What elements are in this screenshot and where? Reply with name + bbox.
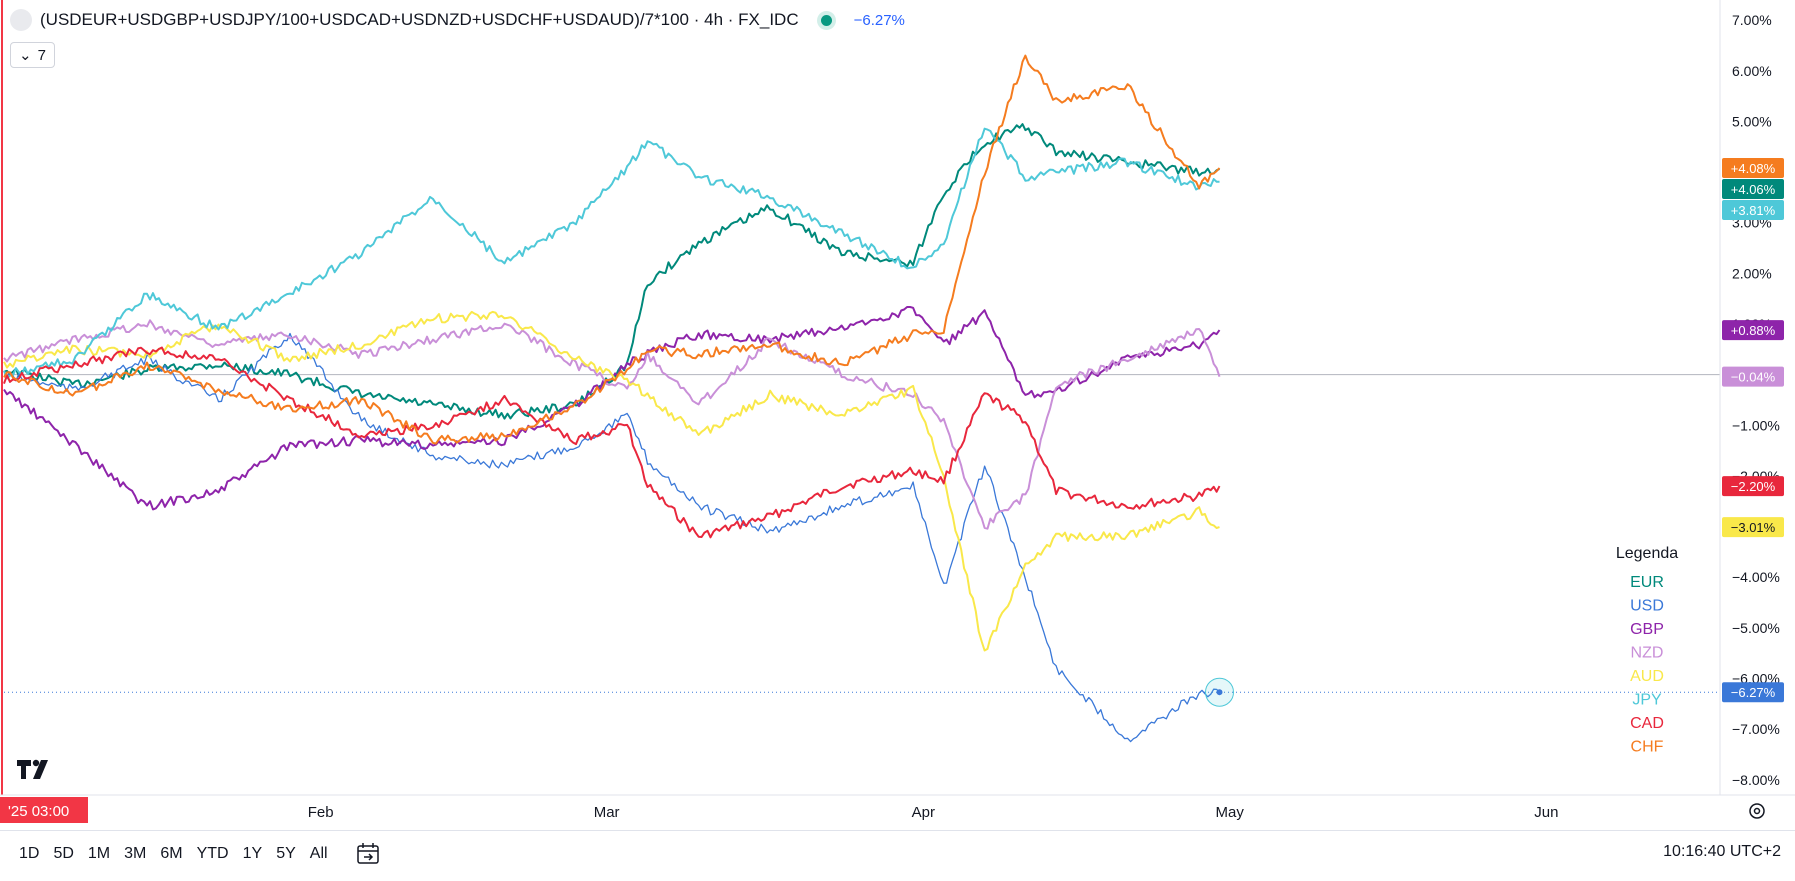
legend-item-cad[interactable]: CAD (1630, 715, 1664, 732)
go-to-date-button[interactable] (355, 841, 383, 867)
badge-bg (1722, 366, 1784, 387)
range-5y-button[interactable]: 5Y (276, 845, 296, 862)
last-point-marker (1216, 689, 1223, 696)
price-axis[interactable]: 7.00%6.00%5.00%4.00%3.00%2.00%1.00%−1.00… (1719, 0, 1784, 795)
indicators-toggle-button[interactable]: ⌄ 7 (10, 42, 55, 68)
range-3m-button[interactable]: 3M (124, 845, 147, 862)
badge-text: +3.81% (1731, 203, 1776, 218)
last-value-badge-chf: +4.08% (1722, 158, 1784, 179)
time-axis[interactable]: Feb Mar Apr May Jun '25 03:00 (0, 794, 1795, 823)
series-line-chf[interactable] (3, 54, 1221, 445)
series-lines (1, 0, 1720, 795)
y-tick-label: −1.00% (1732, 417, 1780, 433)
badge-text: +4.08% (1731, 161, 1776, 176)
badge-text: −6.27% (1731, 685, 1776, 700)
series-line-eur[interactable] (3, 123, 1220, 420)
indicator-count: 7 (37, 46, 46, 64)
badge-bg (1722, 200, 1784, 221)
badge-text: −3.01% (1731, 520, 1776, 535)
y-tick-label: −4.00% (1732, 569, 1780, 585)
badge-bg (1722, 476, 1784, 497)
last-value-badge-nzd: −0.04% (1722, 366, 1784, 387)
x-tick-label: May (1216, 804, 1245, 821)
badge-text: −0.04% (1731, 370, 1776, 385)
x-tick-label: Jun (1534, 804, 1558, 821)
chevron-down-icon: ⌄ (19, 47, 32, 64)
last-value-badge-gbp: +0.88% (1722, 320, 1784, 341)
y-tick-label: −8.00% (1732, 772, 1780, 788)
badge-bg (1722, 158, 1784, 179)
x-tick-label: Mar (594, 804, 620, 821)
x-tick-label: Feb (308, 804, 334, 821)
gear-icon[interactable] (1746, 800, 1768, 822)
badge-bg (1722, 517, 1784, 538)
badge-text: +0.88% (1731, 323, 1776, 338)
clock: 10:16:40 UTC+2 (1663, 843, 1781, 860)
legend-title: Legenda (1616, 545, 1678, 562)
chart-header: (USDEUR+USDGBP+USDJPY/100+USDCAD+USDNZD+… (10, 8, 905, 32)
range-all-button[interactable]: All (309, 845, 328, 862)
series-line-nzd[interactable] (3, 319, 1221, 530)
legend-item-aud[interactable]: AUD (1630, 668, 1664, 685)
legend: Legenda EUR USD GBP NZD AUD JPY CAD CHF (1616, 545, 1678, 756)
series-line-gbp[interactable] (3, 306, 1221, 511)
legend-item-gbp[interactable]: GBP (1630, 621, 1664, 638)
last-value-badge-aud: −3.01% (1722, 517, 1784, 538)
badge-bg (1722, 179, 1784, 200)
crosshair-date-bg (0, 797, 88, 823)
last-value-badge-eur: +4.06% (1722, 179, 1784, 200)
y-tick-label: 5.00% (1732, 113, 1772, 129)
badge-text: +4.06% (1731, 182, 1776, 197)
legend-item-jpy[interactable]: JPY (1632, 692, 1662, 709)
series-line-cad[interactable] (3, 346, 1221, 539)
market-status-icon (820, 14, 832, 26)
series-line-aud[interactable] (3, 310, 1220, 652)
y-tick-label: −5.00% (1732, 620, 1780, 636)
symbol-title[interactable]: (USDEUR+USDGBP+USDJPY/100+USDCAD+USDNZD+… (40, 10, 799, 29)
crosshair-date-text: '25 03:00 (8, 803, 69, 820)
range-6m-button[interactable]: 6M (160, 845, 183, 862)
legend-item-nzd[interactable]: NZD (1631, 645, 1664, 662)
last-value-badge-cad: −2.20% (1722, 476, 1784, 497)
y-tick-label: 7.00% (1732, 12, 1772, 28)
legend-item-chf[interactable]: CHF (1631, 739, 1664, 756)
range-5d-button[interactable]: 5D (53, 845, 74, 862)
range-ytd-button[interactable]: YTD (196, 845, 229, 862)
x-tick-label: Apr (912, 804, 935, 821)
crosshair-date-label: '25 03:00 (0, 797, 88, 823)
calendar-goto-icon (356, 843, 379, 864)
symbol-logo-icon (10, 9, 32, 31)
range-1m-button[interactable]: 1M (87, 845, 111, 862)
legend-item-eur[interactable]: EUR (1630, 574, 1664, 591)
y-tick-label: 6.00% (1732, 63, 1772, 79)
chart-plot[interactable]: 7.00%6.00%5.00%4.00%3.00%2.00%1.00%−1.00… (0, 0, 1795, 830)
last-value-badge-usd: −6.27% (1722, 682, 1784, 703)
badge-bg (1722, 682, 1784, 703)
bottom-toolbar: 1D 5D 1M 3M 6M YTD 1Y 5Y All 10:16:40 UT… (0, 830, 1795, 877)
badge-text: −2.20% (1731, 479, 1776, 494)
y-tick-label: 2.00% (1732, 265, 1772, 281)
series-line-usd[interactable] (3, 332, 1220, 743)
range-1y-button[interactable]: 1Y (242, 845, 263, 862)
legend-item-usd[interactable]: USD (1630, 598, 1664, 615)
last-value-badge-jpy: +3.81% (1722, 200, 1784, 221)
tradingview-logo-icon[interactable] (17, 758, 55, 780)
y-tick-label: −7.00% (1732, 721, 1780, 737)
series-line-jpy[interactable] (3, 127, 1220, 380)
change-value: −6.27% (853, 11, 905, 29)
range-1d-button[interactable]: 1D (19, 845, 40, 862)
badge-bg (1722, 320, 1784, 341)
